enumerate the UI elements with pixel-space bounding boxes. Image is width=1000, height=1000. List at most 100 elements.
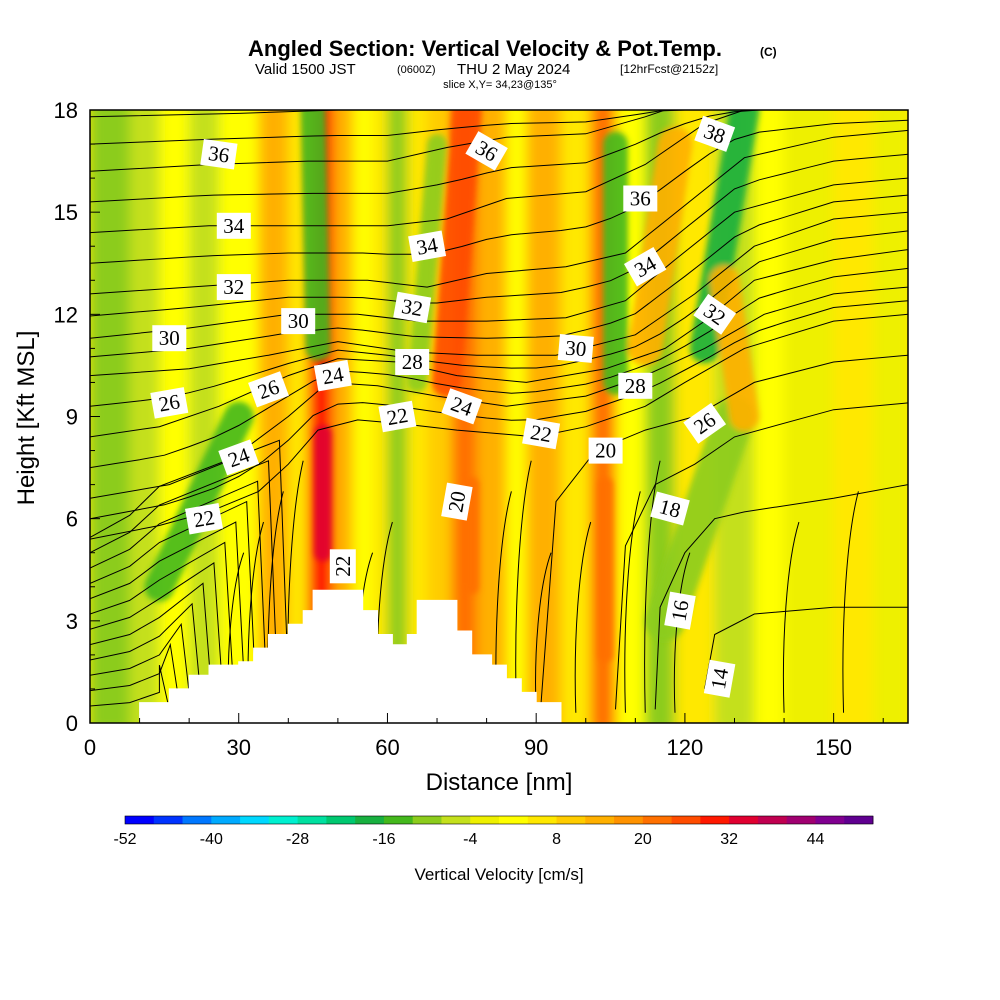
y-tick-label: 18 (54, 98, 78, 123)
valid-date: THU 2 May 2024 (457, 61, 570, 78)
contour-label-box (393, 291, 432, 324)
x-axis-title: Distance [nm] (426, 769, 573, 796)
contour-label-box (216, 274, 251, 301)
contour-label-box (694, 115, 736, 152)
contour-label-10: 30 (152, 325, 187, 352)
contour-label-text: 36 (630, 187, 651, 211)
colorbar-swatch (182, 816, 212, 824)
slice-info: slice X,Y= 34,23@135° (443, 79, 557, 91)
contour-label-text: 30 (288, 309, 309, 333)
isentrope-lower (90, 664, 170, 710)
colorbar-swatch (499, 816, 529, 824)
contour-label-text: 32 (400, 294, 425, 321)
isentrope-lower (90, 480, 268, 710)
chart-title: Angled Section: Vertical Velocity & Pot.… (248, 36, 722, 61)
contour-label-box (395, 349, 430, 375)
colorbar-swatch (729, 816, 759, 824)
contour-label-11: 30 (281, 308, 316, 335)
colorbar-label: -28 (286, 831, 309, 848)
contour-label-box (313, 359, 352, 392)
y-tick-label: 15 (54, 200, 78, 225)
isentrope-minor (90, 119, 908, 264)
contour-label-box (588, 437, 623, 464)
colorbar-label: 44 (807, 831, 825, 848)
colorbar-label: -16 (372, 831, 395, 848)
contour-label-box (650, 491, 690, 526)
isentrope-lower (90, 642, 181, 710)
isentrope-lower (90, 622, 192, 710)
contour-label-27: 18 (650, 491, 690, 526)
contour-label-box (329, 549, 356, 584)
velocity-band-26 (833, 110, 875, 723)
colorbar-swatch (441, 816, 471, 824)
x-tick-label: 120 (667, 735, 704, 760)
contour-label-text: 22 (529, 420, 554, 447)
x-tick-label: 60 (375, 735, 399, 760)
contour-label-14: 28 (618, 372, 653, 399)
contour-label-text: 34 (223, 214, 245, 238)
contour-label-box (623, 185, 658, 212)
contour-label-text: 22 (192, 505, 217, 532)
isentrope-vertical (842, 491, 859, 713)
contour-label-0: 36 (200, 139, 238, 170)
isentrope-minor (90, 230, 908, 407)
colorbar-label: -40 (200, 831, 223, 848)
x-tick-label: 30 (226, 735, 250, 760)
contour-label-16: 26 (248, 371, 289, 408)
contour-label-23: 22 (185, 502, 223, 535)
velocity-streak-5 (627, 126, 693, 366)
y-tick-label: 3 (66, 609, 78, 634)
contour-label-box (664, 591, 696, 630)
contour-label-box (441, 388, 483, 425)
y-axis-title: Height [Kft MSL] (13, 331, 40, 506)
y-tick-label: 0 (66, 711, 78, 736)
contour-label-box (248, 371, 289, 408)
colorbar-swatch (268, 816, 299, 824)
isentrope-36 (90, 110, 666, 172)
colorbar-label: 8 (552, 831, 561, 848)
x-tick-label: 90 (524, 735, 548, 760)
colorbar-swatch (757, 816, 788, 824)
valid-time-prefix: Valid 1500 JST (255, 61, 356, 78)
colorbar-swatch (383, 816, 414, 824)
valid-time-utc: (0600Z) (397, 64, 436, 76)
contour-label-box (185, 502, 223, 535)
contour-label-box (378, 400, 417, 433)
isentrope-minor (90, 194, 908, 358)
contour-label-4: 34 (216, 212, 251, 239)
isentrope-lower (90, 582, 214, 710)
velocity-band-24 (754, 110, 786, 723)
contour-label-26: 20 (441, 482, 473, 521)
contour-label-box (618, 372, 653, 399)
colorbar-title: Vertical Velocity [cm/s] (414, 865, 583, 884)
velocity-streak-1 (300, 110, 331, 361)
isentrope-vertical (644, 460, 661, 713)
contour-label-box (150, 387, 189, 419)
isentrope-lower (90, 460, 279, 710)
contour-label-text: 28 (625, 374, 646, 398)
colorbar-swatch (297, 816, 327, 824)
colorbar-label: -4 (463, 831, 477, 848)
colorbar-labels: -52 -40 -28 -16 -4 8 20 32 44 (113, 831, 824, 848)
colorbar-swatch (700, 816, 730, 824)
contour-label-24: 22 (329, 549, 356, 584)
velocity-band-15 (476, 110, 508, 723)
contour-label-box (465, 131, 508, 171)
isentrope-28 (90, 211, 908, 377)
contour-label-8: 32 (393, 291, 432, 324)
forecast-info: [12hrFcst@2152z] (620, 62, 718, 76)
contour-label-20: 24 (218, 439, 260, 476)
contour-label-box (218, 439, 260, 476)
contour-label-box (281, 308, 316, 335)
contour-label-25: 20 (588, 437, 623, 464)
x-tick-label: 0 (84, 735, 96, 760)
isentrope-lower (90, 521, 247, 710)
contour-label-5: 34 (408, 230, 447, 262)
contour-label-text: 24 (320, 362, 345, 389)
colorbar-swatch (642, 816, 673, 824)
contour-label-22: 22 (522, 417, 561, 450)
contour-label-box (152, 325, 187, 352)
colorbar-swatch (671, 816, 701, 824)
